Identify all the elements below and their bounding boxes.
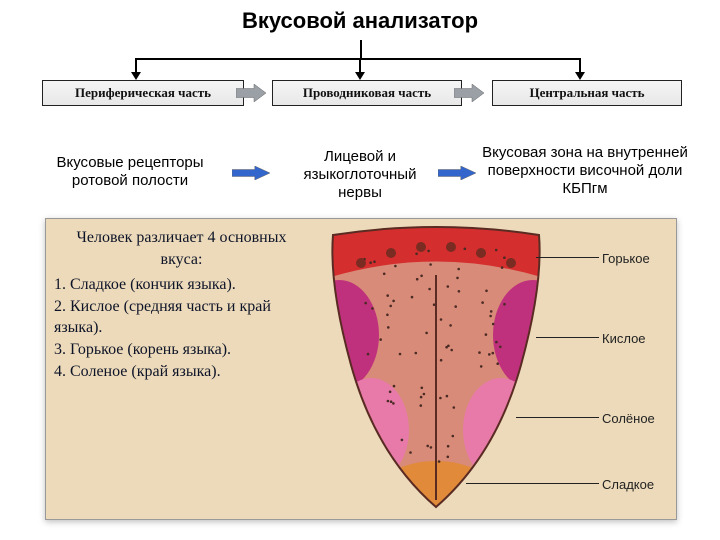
arrow-icon [438,166,476,185]
taste-label-bitter: Горькое [602,251,650,266]
panel-line-3: 3. Горькое (корень языка). [54,339,309,361]
desc-peripheral: Вкусовые рецепторы ротовой полости [30,154,230,190]
arrow-icon [232,166,270,185]
descriptions-row: Вкусовые рецепторы ротовой полости Лицев… [0,144,720,224]
taste-label-sweet: Сладкое [602,477,654,492]
tongue-diagram [321,225,551,513]
part-peripheral: Периферическая часть [42,80,244,106]
arrow-icon [454,84,484,107]
hierarchy-connector: Периферическая часть Проводниковая часть… [0,40,720,100]
desc-conductor: Лицевой и языкоглоточный нервы [280,148,440,202]
panel-line-4: 4. Соленое (край языка). [54,361,309,383]
panel-line-2: 2. Кислое (средняя часть и край языка). [54,296,309,339]
desc-central: Вкусовая зона на внутренней поверхности … [470,144,700,198]
panel-heading: Человек различает 4 основных вкуса: [54,227,309,270]
part-conductor: Проводниковая часть [272,80,462,106]
taste-label-salty: Солёное [602,411,655,426]
panel-line-1: 1. Сладкое (кончик языка). [54,274,309,296]
part-central: Центральная часть [492,80,682,106]
page-title: Вкусовой анализатор [0,0,720,34]
tongue-panel: Человек различает 4 основных вкуса: 1. С… [45,218,677,520]
arrow-icon [236,84,266,107]
taste-label-sour: Кислое [602,331,646,346]
panel-text: Человек различает 4 основных вкуса: 1. С… [54,227,309,382]
